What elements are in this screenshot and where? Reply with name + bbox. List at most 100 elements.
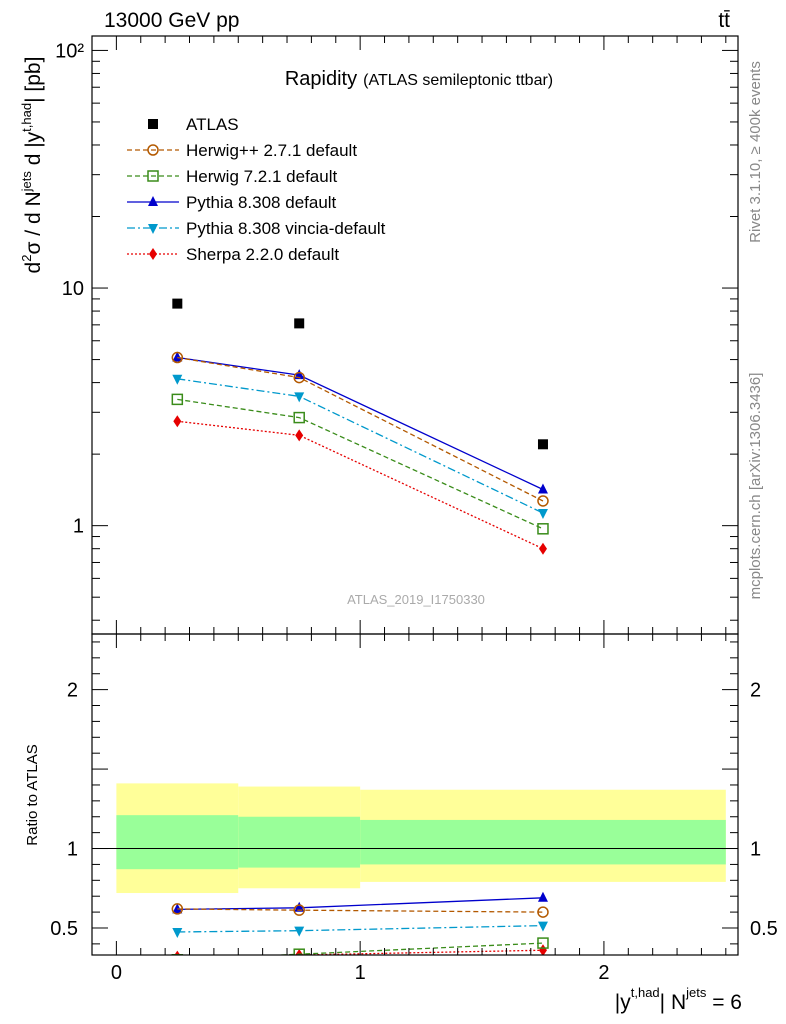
x-tick-label-2: 2	[598, 962, 609, 984]
series-line-herwig-7-2-1-default	[177, 398, 544, 530]
plot-frames	[91, 35, 739, 956]
point-pythia-8-308-vincia-default-2	[537, 509, 548, 520]
x-tick-label-1: 1	[355, 962, 366, 984]
ratio-point-herwig-2-7-1-default-1	[293, 904, 305, 916]
point-pythia-8-308-vincia-default-0	[172, 374, 183, 385]
point-sherpa-2-2-0-default-2	[538, 542, 547, 555]
legend-marker-pythia-8-308-default	[148, 196, 158, 206]
chart-subtitle: (ATLAS semileptonic ttbar)	[363, 72, 553, 89]
point-herwig-2-7-1-default-0	[171, 351, 184, 364]
legend-label-herwig-2-7-1-default: Herwig++ 2.7.1 default	[186, 141, 357, 160]
y-tick-label-ratio-right-2: 2	[750, 680, 761, 702]
legend-marker-herwig-2-7-1-default	[147, 144, 159, 156]
legend-label-sherpa-2-2-0-default: Sherpa 2.2.0 default	[186, 245, 339, 264]
analysis-watermark: ATLAS_2019_I1750330	[347, 592, 485, 607]
ratio-point-pythia-8-308-vincia-default-0	[172, 927, 183, 938]
x-tick-label-0: 0	[111, 962, 122, 984]
y-tick-label-ratio-left-2: 2	[67, 680, 78, 702]
y-tick-label-main-1: 10	[62, 278, 84, 300]
x-label-sup-a: t,had	[631, 985, 660, 1000]
mcplots-label: mcplots.cern.ch [arXiv:1306.3436]	[747, 373, 764, 600]
ratio-uncertainty-bands	[116, 783, 726, 894]
y-tick-label-main-0: 1	[73, 516, 84, 538]
y-label-sup-a: 2	[19, 255, 34, 262]
ratio-point-pythia-8-308-default-1	[294, 901, 305, 912]
y-label-part-d: | [pb]	[22, 57, 45, 103]
legend-marker-herwig-7-2-1-default	[147, 170, 159, 182]
y-axis-label: d2σ / d Njets d |yt,had| [pb]	[19, 57, 45, 274]
chart-title: Rapidity (ATLAS semileptonic ttbar)	[285, 68, 553, 90]
ratio-band-green-0	[116, 815, 239, 870]
rivet-label: Rivet 3.1.10, ≥ 400k events	[747, 61, 764, 243]
ratio-point-herwig-2-7-1-default-2	[537, 906, 549, 918]
series-line-pythia-8-308-vincia-default	[177, 378, 544, 514]
ratio-point-herwig-2-7-1-default-0	[171, 903, 184, 915]
beam-energy-label: 13000 GeV pp	[104, 9, 239, 32]
point-herwig-2-7-1-default-2	[537, 495, 549, 507]
point-pythia-8-308-default-2	[537, 483, 548, 494]
point-pythia-8-308-vincia-default-1	[294, 392, 305, 403]
series-line-pythia-8-308-default	[177, 356, 544, 491]
x-label-part-b: | N	[660, 991, 686, 1014]
ratio-point-sherpa-2-2-0-default-0	[174, 950, 181, 955]
x-label-part-a: |y	[615, 991, 631, 1014]
ratio-point-pythia-8-308-vincia-default-1	[294, 926, 305, 937]
legend-label-pythia-8-308-vincia-default: Pythia 8.308 vincia-default	[186, 219, 386, 238]
ratio-line-pythia-8-308-vincia-default	[177, 924, 543, 933]
ratio-line-pythia-8-308-default	[177, 897, 544, 911]
ratio-point-pythia-8-308-default-2	[537, 891, 548, 902]
y-label-part-c: d |y	[22, 131, 45, 171]
ratio-series-group	[171, 891, 549, 955]
legend-marker-sherpa-2-2-0-default	[149, 248, 157, 260]
ratio-band-green-2	[360, 819, 726, 865]
y-tick-label-ratio-left-0: 0.5	[50, 918, 78, 940]
legend-label-pythia-8-308-default: Pythia 8.308 default	[186, 193, 337, 212]
series-line-sherpa-2-2-0-default	[177, 420, 544, 550]
ratio-point-herwig-7-2-1-default-2	[537, 937, 549, 949]
ratio-point-herwig-7-2-1-default-1	[293, 948, 305, 955]
point-atlas-0	[172, 298, 183, 309]
y-tick-label-ratio-left-1: 1	[67, 839, 78, 861]
point-sherpa-2-2-0-default-0	[173, 415, 182, 428]
y-label-part-a: d	[22, 262, 45, 274]
y-label-sup-c: t,had	[19, 103, 34, 132]
point-atlas-1	[294, 318, 305, 329]
process-label: tt̄	[718, 9, 730, 32]
ratio-point-sherpa-2-2-0-default-2	[538, 944, 547, 955]
y-tick-label-main-2: 10²	[55, 40, 84, 62]
legend-label-atlas: ATLAS	[186, 115, 239, 134]
point-sherpa-2-2-0-default-1	[295, 429, 304, 442]
ratio-point-herwig-7-2-1-default-0	[171, 954, 184, 955]
point-herwig-7-2-1-default-0	[171, 393, 184, 406]
x-axis-label: |yt,had| Njets = 6	[615, 985, 742, 1014]
ratio-y-axis-label: Ratio to ATLAS	[24, 744, 41, 845]
main-series-group	[171, 298, 549, 555]
ratio-line-herwig-2-7-1-default	[177, 908, 543, 913]
legend-marker-pythia-8-308-vincia-default	[148, 224, 158, 234]
point-herwig-7-2-1-default-2	[537, 523, 549, 535]
x-label-part-c: = 6	[706, 991, 742, 1014]
x-label-sup-b: jets	[685, 985, 707, 1000]
point-herwig-7-2-1-default-1	[293, 411, 305, 424]
point-herwig-2-7-1-default-1	[293, 371, 305, 384]
ratio-point-pythia-8-308-vincia-default-2	[537, 921, 548, 932]
legend-label-herwig-7-2-1-default: Herwig 7.2.1 default	[186, 167, 337, 186]
y-tick-label-ratio-right-0: 0.5	[750, 918, 778, 940]
ratio-band-green-1	[238, 816, 361, 868]
ratio-line-sherpa-2-2-0-default	[249, 949, 543, 955]
axis-ticks	[91, 36, 738, 955]
y-label-part-b: σ / d N	[22, 191, 45, 254]
ratio-panel-frame	[91, 633, 739, 956]
series-line-herwig-2-7-1-default	[177, 356, 544, 502]
chart-title-main: Rapidity	[285, 68, 357, 90]
ratio-point-pythia-8-308-default-0	[172, 903, 183, 914]
y-tick-label-ratio-right-1: 1	[750, 839, 761, 861]
y-label-sup-b: jets	[19, 171, 34, 193]
tick-labels: 0 1 2 1 10 10² 0.5 0.5 1 1 2 2	[50, 40, 778, 984]
point-atlas-2	[537, 439, 548, 450]
legend: ATLAS Herwig++ 2.7.1 default Herwig 7.2.1 …	[127, 115, 386, 264]
point-pythia-8-308-default-0	[172, 351, 183, 362]
ratio-line-herwig-7-2-1-default	[267, 942, 544, 955]
legend-marker-atlas	[148, 119, 158, 129]
